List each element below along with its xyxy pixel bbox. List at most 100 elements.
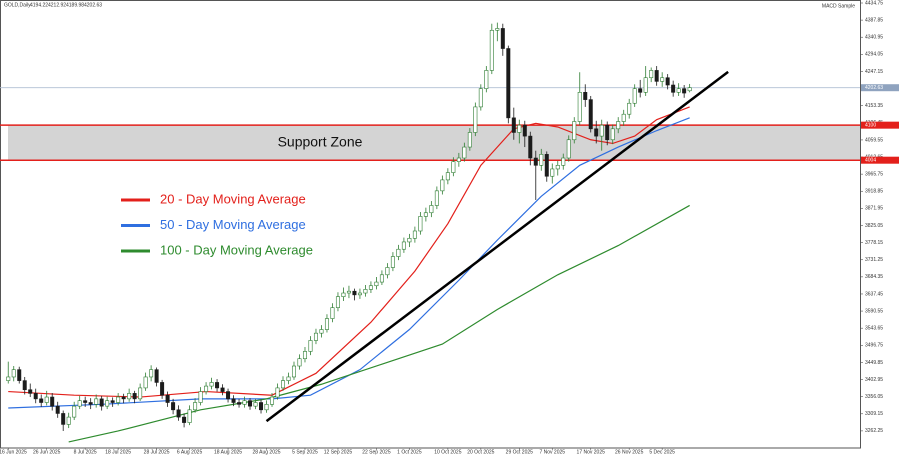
candle-body (149, 369, 154, 378)
x-tick-label: 10 Oct 2025 (434, 449, 461, 455)
x-tick-label: 26 Nov 2025 (615, 449, 644, 455)
candle-body (687, 87, 692, 92)
legend-label: 100 - Day Moving Average (160, 242, 313, 257)
candle-body (500, 28, 505, 49)
candle-body (528, 135, 533, 159)
x-tick-label: 12 Sep 2025 (324, 449, 353, 455)
candle-body (127, 393, 132, 400)
candle-body (204, 385, 209, 392)
y-tick-label: 4434.75 (865, 0, 883, 6)
y-tick-label: 3918.85 (865, 189, 883, 195)
x-tick-label: 18 Aug 2025 (214, 449, 242, 455)
candle-body (193, 402, 198, 411)
candle-body (429, 205, 434, 214)
candle-body (50, 396, 55, 407)
legend-label: 20 - Day Moving Average (160, 191, 306, 206)
candle-body (616, 121, 621, 130)
candle-body (621, 113, 626, 122)
candle-body (17, 369, 22, 381)
candle-body (297, 358, 302, 367)
candle-body (577, 92, 582, 122)
x-tick-label: 5 Dec 2025 (649, 449, 675, 455)
y-tick-label: 3496.75 (865, 343, 883, 349)
y-tick-label: 3356.05 (865, 394, 883, 400)
candle-body (533, 157, 538, 166)
candle-body (209, 382, 214, 387)
support-upper-label: 4100 (865, 122, 876, 128)
candle-body (440, 179, 445, 192)
candle-body (522, 124, 527, 137)
candle-body (671, 84, 676, 93)
candle-body (66, 416, 71, 425)
candle-body (539, 154, 544, 166)
candle-body (467, 132, 472, 148)
current-price-label: 4202.63 (865, 85, 883, 91)
candle-body (357, 292, 362, 296)
trendline (265, 70, 729, 423)
indicator-label: MACD Sample (822, 3, 855, 9)
candle-body (83, 400, 88, 403)
y-tick-label: 4340.95 (865, 35, 883, 41)
candle-body (583, 92, 588, 100)
candle-body (44, 396, 49, 403)
moving-average-line (68, 204, 690, 443)
candle-body (605, 124, 610, 141)
candle-body (94, 398, 99, 405)
candle-body (99, 398, 104, 407)
candle-body (330, 307, 335, 319)
candle-body (77, 400, 82, 407)
candle-body (473, 106, 478, 133)
y-tick-label: 3965.75 (865, 171, 883, 177)
candle-body (165, 394, 170, 403)
candle-body (105, 400, 110, 407)
candle-body (676, 88, 681, 93)
y-tick-label: 4059.55 (865, 137, 883, 143)
moving-average-line (8, 106, 690, 398)
y-tick-label: 4387.85 (865, 17, 883, 23)
x-tick-label: 18 Jul 2025 (105, 449, 131, 455)
candle-body (72, 405, 77, 418)
candle-body (638, 88, 643, 93)
candle-body (385, 267, 390, 276)
candle-body (506, 48, 511, 119)
candle-body (363, 289, 368, 294)
y-tick-label: 4153.35 (865, 103, 883, 109)
candle-body (374, 281, 379, 287)
y-tick-label: 3825.05 (865, 223, 883, 229)
candle-body (226, 391, 231, 400)
candle-body (138, 387, 143, 400)
candle-body (215, 382, 220, 389)
candle-body (462, 146, 467, 159)
candle-body (489, 29, 494, 71)
plot-frame (0, 0, 861, 449)
candle-body (264, 404, 269, 411)
x-tick-label: 8 Jul 2025 (74, 449, 97, 455)
candle-body (555, 165, 560, 170)
candle-body (390, 256, 395, 268)
candle-body (484, 70, 489, 89)
candle-body (182, 416, 187, 423)
candle-body (660, 77, 665, 82)
candle-body (456, 157, 461, 162)
candle-body (116, 396, 121, 403)
candle-body (187, 409, 192, 423)
candle-body (286, 376, 291, 381)
candle-body (335, 296, 340, 308)
candle-body (478, 88, 483, 108)
candle-body (198, 391, 203, 403)
legend-label: 50 - Day Moving Average (160, 217, 306, 232)
candle-body (511, 117, 516, 133)
support-lower-label: 4004 (865, 158, 876, 164)
candle-body (418, 216, 423, 232)
x-tick-label: 28 Jul 2025 (144, 449, 170, 455)
candle-body (319, 329, 324, 334)
candle-body (368, 285, 373, 290)
header-ohlc-value: 4194.22 (30, 2, 48, 8)
candle-body (682, 88, 687, 94)
candle-body (39, 398, 44, 403)
y-tick-label: 3684.35 (865, 274, 883, 280)
candle-body (649, 70, 654, 79)
candle-body (324, 318, 329, 330)
candle-body (248, 400, 253, 407)
